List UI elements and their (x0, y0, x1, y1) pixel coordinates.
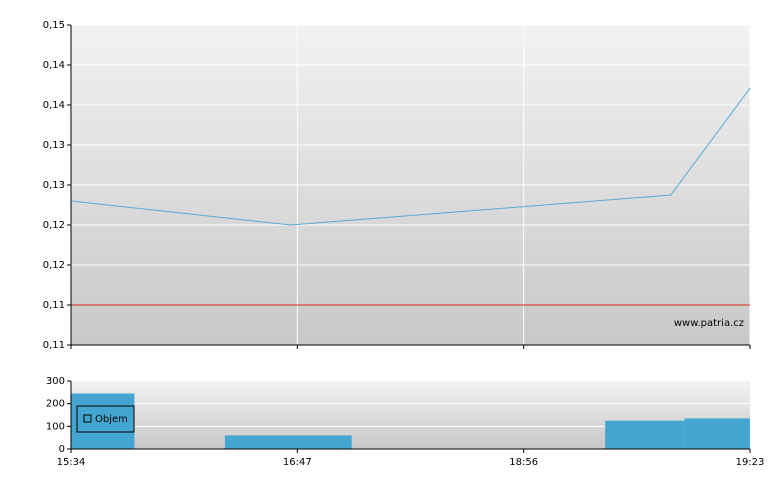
y-tick-label: 0,14 (43, 60, 65, 71)
x-tick-label: 15:34 (57, 457, 86, 468)
y-tick-label: 100 (46, 421, 65, 432)
y-tick-label: 0,11 (43, 300, 65, 311)
y-tick-label: 0,12 (43, 220, 65, 231)
legend-box (76, 405, 135, 433)
legend-swatch (83, 414, 92, 423)
volume-bar (605, 420, 685, 449)
y-tick-label: 300 (46, 376, 65, 387)
y-tick-label: 0,13 (43, 180, 65, 191)
y-tick-label: 0,15 (43, 20, 65, 31)
y-tick-label: 0,13 (43, 140, 65, 151)
x-tick-label: 18:56 (509, 457, 538, 468)
volume-bar (684, 418, 750, 449)
y-tick-label: 200 (46, 399, 65, 410)
volume-bar (224, 435, 352, 449)
x-tick-label: 19:23 (736, 457, 765, 468)
volume-bar (71, 393, 135, 449)
y-tick-label: 0 (59, 444, 65, 455)
watermark: www.patria.cz (674, 318, 744, 329)
legend-label: Objem (95, 414, 128, 425)
y-tick-label: 0,14 (43, 100, 65, 111)
price-line (70, 87, 751, 226)
x-tick-label: 16:47 (283, 457, 312, 468)
y-tick-label: 0,11 (43, 340, 65, 351)
y-tick-label: 0,12 (43, 260, 65, 271)
